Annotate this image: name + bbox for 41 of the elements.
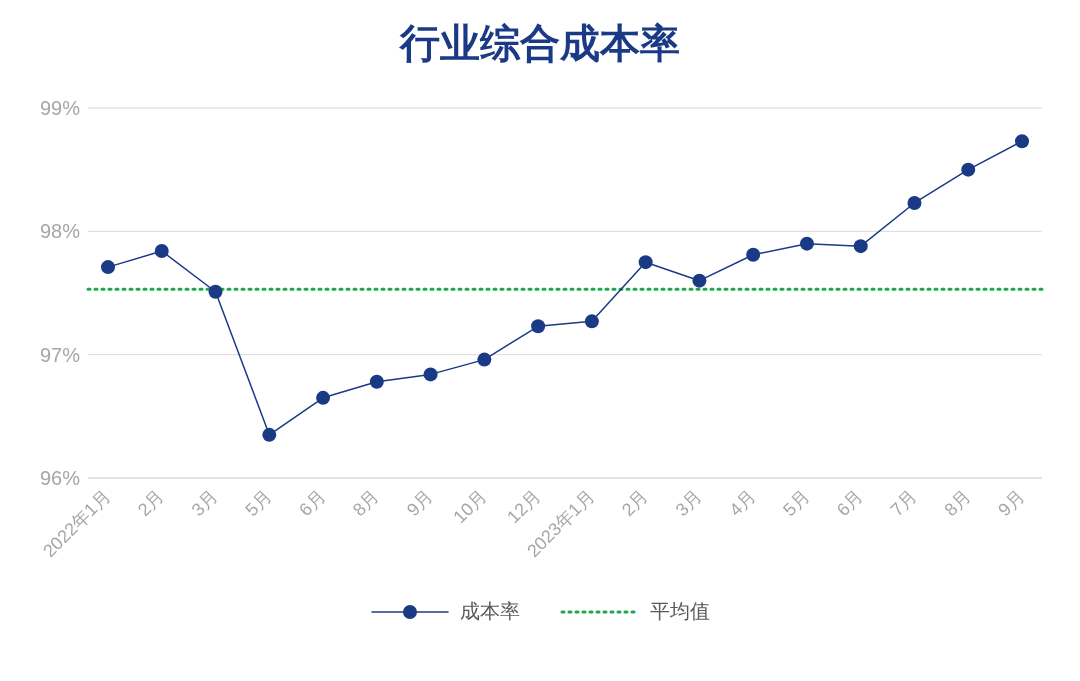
point xyxy=(799,236,814,251)
x-tick-label: 10月 xyxy=(449,486,491,528)
x-tick-label: 9月 xyxy=(994,486,1029,520)
point xyxy=(961,162,976,177)
point xyxy=(154,244,169,259)
point xyxy=(531,319,546,334)
x-tick-label: 3月 xyxy=(187,486,222,520)
x-tick-label: 8月 xyxy=(940,486,975,520)
x-tick-label: 2月 xyxy=(617,486,652,520)
x-tick-label: 5月 xyxy=(779,486,814,520)
point xyxy=(692,273,707,288)
x-tick-label: 5月 xyxy=(241,486,276,520)
y-tick-label: 97% xyxy=(39,343,81,366)
y-tick-label: 96% xyxy=(39,467,81,490)
point xyxy=(262,427,277,442)
y-tick-label: 99% xyxy=(39,97,81,120)
x-tick-label: 3月 xyxy=(671,486,706,520)
x-tick-label: 9月 xyxy=(402,486,437,520)
point xyxy=(584,314,599,329)
point xyxy=(853,239,868,254)
point xyxy=(423,367,438,382)
y-tick-label: 98% xyxy=(39,220,81,243)
point xyxy=(101,260,115,275)
point xyxy=(907,195,922,210)
point xyxy=(638,255,653,270)
x-tick-label: 8月 xyxy=(349,486,384,520)
x-tick-label: 7月 xyxy=(886,486,921,520)
chart-title: 行业综合成本率 xyxy=(398,20,681,67)
legend-label: 平均值 xyxy=(650,599,710,624)
x-tick-label: 6月 xyxy=(832,486,867,520)
x-tick-label: 2月 xyxy=(134,486,168,520)
legend-label: 成本率 xyxy=(460,599,520,624)
point xyxy=(208,284,223,299)
point xyxy=(1015,134,1029,149)
point xyxy=(316,390,331,405)
x-tick-label: 6月 xyxy=(295,486,330,520)
point xyxy=(477,352,492,367)
point xyxy=(369,374,384,389)
x-tick-label: 4月 xyxy=(725,486,760,520)
point xyxy=(746,247,761,262)
x-tick-label: 12月 xyxy=(503,486,545,528)
